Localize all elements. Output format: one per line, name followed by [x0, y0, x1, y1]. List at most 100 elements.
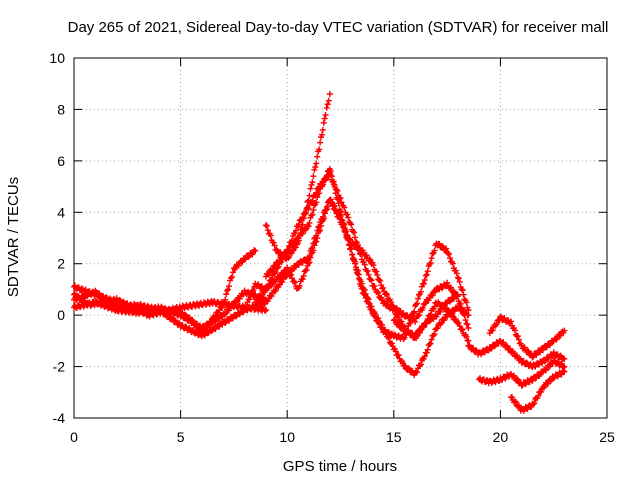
data-point-marker: [365, 299, 372, 306]
data-point-marker: [452, 315, 459, 322]
data-point-marker: [314, 235, 321, 242]
data-point-marker: [367, 276, 374, 283]
data-point-marker: [321, 210, 328, 217]
data-point-marker: [489, 327, 496, 334]
data-point-marker: [561, 355, 568, 362]
data-point-marker: [465, 307, 472, 313]
data-point-marker: [412, 318, 419, 325]
data-point-marker: [395, 314, 402, 321]
data-point-marker: [275, 263, 282, 270]
data-point-marker: [454, 293, 461, 300]
data-point-marker: [285, 267, 292, 274]
data-point-marker: [318, 222, 325, 229]
data-point-marker: [227, 275, 234, 282]
data-point-marker: [415, 312, 422, 319]
data-point-marker: [355, 275, 362, 282]
data-point-marker: [380, 284, 387, 291]
data-point-marker: [561, 368, 568, 375]
data-point-marker: [305, 223, 312, 230]
data-point-marker: [345, 214, 352, 221]
data-point-marker: [292, 244, 299, 251]
data-point-marker: [502, 375, 509, 382]
data-point-marker: [310, 247, 317, 254]
data-point-marker: [554, 351, 561, 358]
data-point-marker: [530, 401, 537, 408]
data-point-marker: [460, 291, 467, 298]
data-point-marker: [308, 212, 315, 219]
data-point-marker: [368, 306, 375, 313]
y-tick-label: -4: [53, 410, 66, 426]
data-point-marker: [366, 256, 373, 263]
data-point-marker: [452, 267, 459, 274]
data-point-marker: [336, 215, 343, 222]
data-point-marker: [344, 211, 351, 218]
data-point-marker: [462, 317, 469, 324]
data-point-marker: [288, 271, 295, 278]
data-point-marker: [252, 247, 259, 254]
data-point-marker: [208, 328, 215, 335]
data-point-marker: [332, 206, 339, 213]
data-point-marker: [449, 260, 456, 267]
series-track-9: [262, 197, 472, 331]
data-point-marker: [349, 251, 356, 258]
data-point-marker: [305, 260, 312, 267]
data-point-marker: [319, 126, 326, 133]
data-point-marker: [327, 172, 334, 179]
data-point-marker: [306, 259, 313, 266]
data-point-marker: [434, 325, 441, 332]
data-point-marker: [312, 163, 319, 170]
x-tick-label: 25: [599, 429, 615, 445]
data-point-marker: [438, 320, 445, 327]
data-point-marker: [310, 207, 317, 214]
data-point-marker: [361, 291, 368, 298]
data-point-marker: [364, 268, 371, 275]
data-point-marker: [351, 257, 358, 264]
data-point-marker: [461, 296, 468, 303]
data-point-marker: [507, 345, 514, 352]
data-point-marker: [309, 179, 316, 186]
data-point-marker: [309, 211, 316, 218]
data-point-marker: [446, 308, 453, 315]
data-point-marker: [450, 288, 457, 295]
y-tick-label: 8: [57, 101, 65, 117]
data-point-marker: [388, 340, 395, 347]
data-point-marker: [307, 254, 314, 261]
data-point-marker: [261, 308, 268, 315]
data-point-marker: [364, 298, 371, 305]
x-tick-label: 5: [177, 429, 185, 445]
x-tick-label: 10: [279, 429, 295, 445]
data-point-marker: [465, 325, 472, 331]
data-point-marker: [292, 227, 299, 234]
data-point-marker: [279, 271, 286, 278]
data-point-marker: [333, 210, 340, 217]
data-point-marker: [411, 308, 418, 315]
data-point-marker: [428, 255, 435, 262]
chart-title: Day 265 of 2021, Sidereal Day-to-day VTE…: [68, 19, 609, 36]
data-point-marker: [531, 400, 538, 407]
data-point-marker: [313, 238, 320, 245]
data-point-marker: [451, 289, 458, 296]
series-track-11: [465, 337, 568, 371]
data-point-marker: [228, 273, 235, 280]
data-point-marker: [276, 274, 283, 281]
data-point-marker: [235, 262, 242, 269]
data-point-marker: [512, 399, 519, 406]
data-point-marker: [208, 320, 215, 327]
data-point-marker: [421, 277, 428, 283]
data-point-marker: [333, 187, 340, 193]
data-point-marker: [346, 235, 353, 242]
data-point-marker: [344, 232, 351, 239]
data-point-marker: [483, 376, 490, 383]
data-point-marker: [553, 336, 560, 343]
data-point-marker: [459, 287, 466, 294]
data-point-marker: [313, 189, 320, 196]
data-point-marker: [423, 349, 430, 356]
data-point-marker: [405, 365, 412, 372]
data-point-marker: [298, 217, 305, 224]
data-point-marker: [427, 340, 434, 347]
data-point-marker: [518, 382, 525, 389]
data-point-marker: [376, 320, 383, 327]
series-track-12: [476, 357, 568, 389]
data-point-marker: [290, 278, 297, 285]
data-point-marker: [351, 229, 358, 236]
